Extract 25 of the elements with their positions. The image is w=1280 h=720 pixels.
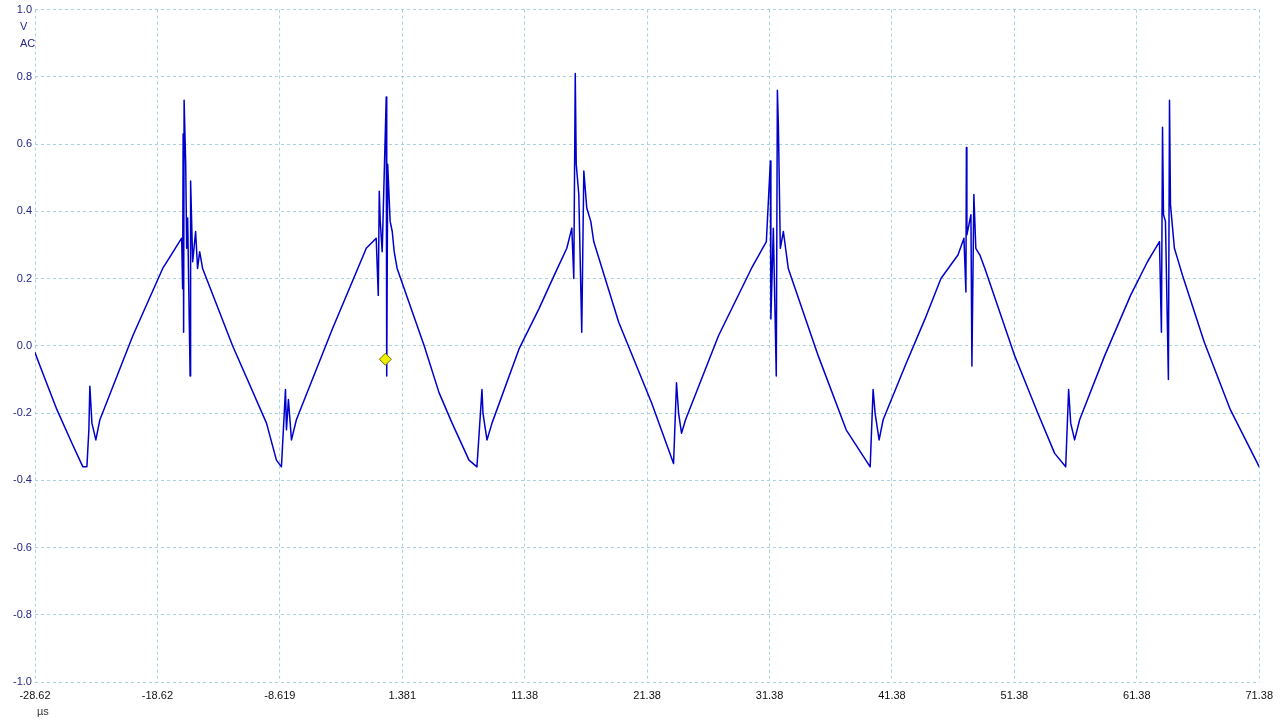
annotation: AC [20, 36, 36, 49]
x-tick-label: -8.619 [264, 688, 296, 701]
y-tick-label: -1.0 [13, 675, 32, 688]
y-tick-label: -0.4 [13, 473, 32, 486]
y-tick-label: 0.6 [16, 137, 32, 150]
y-tick-label: -0.2 [13, 406, 32, 419]
y-tick-label: 1.0 [16, 2, 32, 15]
x-tick-label: 61.38 [1123, 688, 1151, 701]
x-tick-label: 51.38 [1000, 688, 1029, 701]
y-tick-label: -0.8 [13, 607, 32, 620]
y-tick-label: 0.0 [16, 338, 32, 351]
x-tick-label: 31.38 [755, 688, 784, 701]
x-axis-title: µs [37, 705, 50, 718]
y-axis-title: V [20, 19, 28, 32]
y-tick-label: 0.2 [16, 271, 32, 284]
y-tick-label: 0.4 [16, 204, 32, 217]
x-tick-label: 11.38 [511, 688, 539, 701]
x-tick-label: 1.381 [388, 688, 417, 701]
x-tick-label: 21.38 [633, 688, 661, 701]
x-tick-label: 71.38 [1245, 688, 1273, 701]
y-tick-label: 0.8 [16, 69, 32, 82]
x-tick-label: -18.62 [141, 688, 174, 701]
x-tick-label: 41.38 [878, 688, 906, 701]
y-tick-label: -0.6 [13, 540, 32, 553]
x-tick-label: -28.62 [19, 688, 51, 701]
